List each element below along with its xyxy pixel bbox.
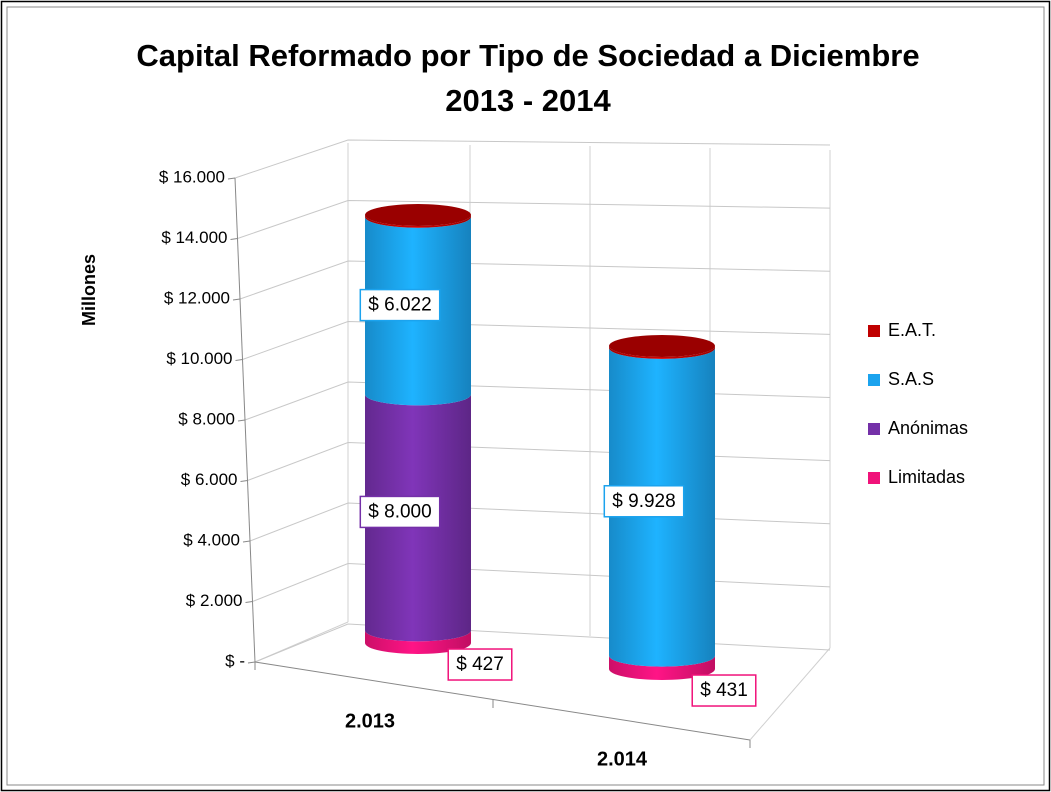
x-tick-label: 2.014 [597,748,648,770]
y-tick [230,238,238,240]
data-label: $ 427 [456,654,504,675]
chart-title: 2013 - 2014 [445,83,611,118]
y-tick-label: $ 6.000 [181,470,238,489]
y-tick [227,177,236,180]
grid-line [242,320,831,360]
legend-label: S.A.S [888,369,934,389]
y-tick-label: $ 16.000 [159,167,225,186]
y-tick [237,419,246,422]
grid-line [237,199,831,239]
cylinder-segment [365,214,471,228]
y-tick [242,540,251,543]
data-label: $ 8.000 [368,501,431,522]
y-tick [240,480,248,482]
y-tick [247,661,256,664]
legend-label: E.A.T. [888,320,936,340]
y-tick-label: $ 14.000 [161,228,227,247]
y-tick [245,601,253,603]
cylinder-segment [365,630,471,654]
legend-label: Anónimas [888,418,968,438]
chart-title: Capital Reformado por Tipo de Sociedad a… [136,38,919,73]
cylinder-segment [609,655,715,680]
y-tick [235,359,243,361]
data-label-box [359,288,441,322]
y-tick-label: $ 12.000 [164,288,230,307]
legend-swatch [868,374,880,386]
y-tick-label: $ - [225,651,245,670]
legend-label: Limitadas [888,467,965,487]
cylinder-segment [609,346,715,359]
cylinder-top [365,203,471,226]
y-tick-label: $ 10.000 [166,349,232,368]
data-label: $ 9.928 [612,491,675,512]
data-label: $ 6.022 [368,295,431,316]
data-label-box [691,674,757,707]
y-axis [234,177,256,663]
grid-line [234,139,831,179]
cylinder-top [609,335,715,358]
data-label-box [603,485,685,518]
x-tick-label: 2.013 [345,710,395,732]
chart-border [6,6,1045,786]
y-tick-label: $ 4.000 [183,530,240,549]
grid-line [239,260,831,300]
legend-swatch [868,423,880,435]
y-tick-label: $ 8.000 [178,409,235,428]
y-tick [232,298,241,301]
data-label-box [359,495,441,529]
data-label: $ 431 [700,680,748,701]
legend-swatch [868,472,880,484]
legend-swatch [868,325,880,337]
x-axis [254,661,751,741]
data-label-box [447,648,513,681]
y-tick-label: $ 2.000 [186,591,243,610]
y-axis-label: Millones [79,254,99,326]
